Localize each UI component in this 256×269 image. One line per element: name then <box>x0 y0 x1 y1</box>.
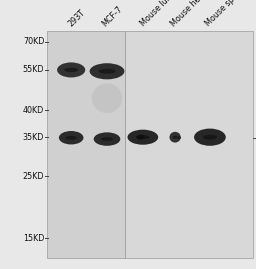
Text: Mouse heart: Mouse heart <box>169 0 211 28</box>
Text: 293T: 293T <box>67 8 87 28</box>
Text: 55KD: 55KD <box>23 65 44 75</box>
Text: TFPI: TFPI <box>255 133 256 143</box>
Ellipse shape <box>64 68 78 72</box>
Ellipse shape <box>94 132 120 146</box>
Text: 35KD: 35KD <box>23 133 44 142</box>
Text: Mouse lung: Mouse lung <box>138 0 177 28</box>
Ellipse shape <box>66 136 77 140</box>
Text: 25KD: 25KD <box>23 172 44 181</box>
Ellipse shape <box>101 137 113 141</box>
Ellipse shape <box>178 136 181 139</box>
Ellipse shape <box>59 131 83 144</box>
Ellipse shape <box>173 136 178 139</box>
FancyBboxPatch shape <box>47 31 125 258</box>
Ellipse shape <box>92 83 122 113</box>
Ellipse shape <box>136 134 144 140</box>
Text: 40KD: 40KD <box>23 106 44 115</box>
Ellipse shape <box>194 129 226 146</box>
Ellipse shape <box>136 135 150 139</box>
FancyBboxPatch shape <box>125 31 253 258</box>
Text: 15KD: 15KD <box>23 233 44 243</box>
Ellipse shape <box>169 132 181 143</box>
Text: Mouse spleen: Mouse spleen <box>204 0 249 28</box>
Ellipse shape <box>127 130 158 145</box>
Ellipse shape <box>98 69 116 74</box>
Ellipse shape <box>57 62 85 77</box>
Text: MCF-7: MCF-7 <box>100 4 124 28</box>
Ellipse shape <box>90 63 124 79</box>
Ellipse shape <box>203 135 217 140</box>
Text: 70KD: 70KD <box>23 37 44 46</box>
